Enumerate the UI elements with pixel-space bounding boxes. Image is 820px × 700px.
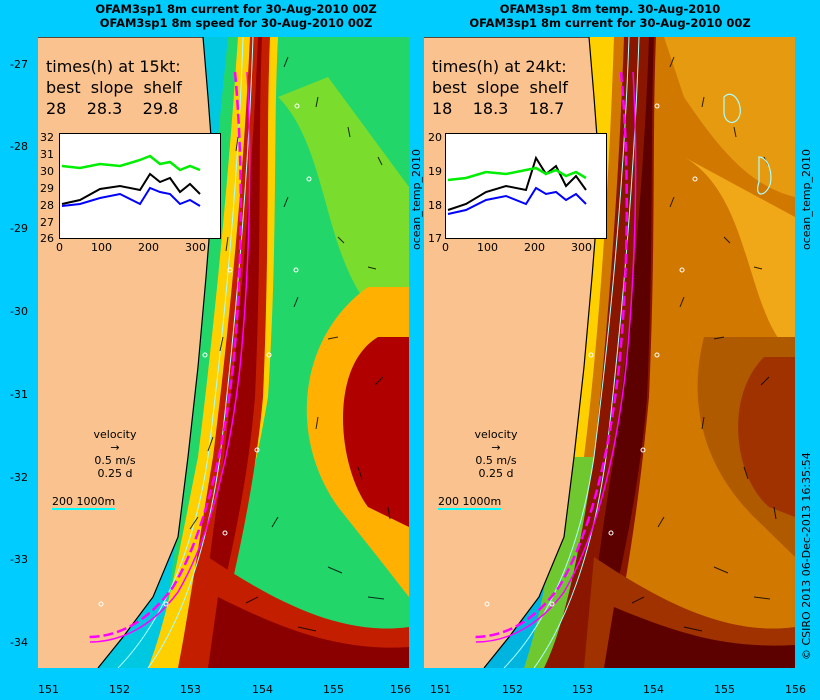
lon-tick: 154 [252, 683, 273, 696]
right-inset-plot [445, 133, 607, 239]
lon-tick: 151 [38, 683, 59, 696]
lon-tick: 156 [390, 683, 411, 696]
left-inset-ytick: 29 [40, 182, 54, 195]
lat-tick: -28 [10, 140, 28, 153]
right-inset-xtick: 300 [571, 241, 592, 254]
lat-tick: -29 [10, 222, 28, 235]
lat-tick: -30 [10, 305, 28, 318]
left-inset-xtick: 200 [138, 241, 159, 254]
temperature-map-panel [424, 37, 795, 668]
right-title: OFAM3sp1 8m temp. 30-Aug-2010 OFAM3sp1 8m… [469, 2, 751, 30]
lon-tick: 152 [502, 683, 523, 696]
lat-tick: -34 [10, 636, 28, 649]
right-velocity-legend: velocity → 0.5 m/s 0.25 d [474, 428, 518, 480]
right-isobath-scale: 200 1000m [438, 495, 502, 510]
lon-tick: 151 [430, 683, 451, 696]
right-inset-ytick: 19 [428, 165, 442, 178]
right-inset-ytick: 20 [428, 131, 442, 144]
left-inset-ytick: 28 [40, 199, 54, 212]
right-inset-xtick: 100 [477, 241, 498, 254]
lat-tick: -27 [10, 58, 28, 71]
left-isobath-scale: 200 1000m [52, 495, 116, 510]
speed-map-panel [38, 37, 409, 668]
lat-tick: -31 [10, 388, 28, 401]
lon-tick: 153 [572, 683, 593, 696]
right-inset-xtick: 200 [524, 241, 545, 254]
lon-tick: 155 [323, 683, 344, 696]
right-inset-ytick: 17 [428, 232, 442, 245]
right-inset-ytick: 18 [428, 199, 442, 212]
left-inset-ytick: 31 [40, 148, 54, 161]
left-inset-ytick: 32 [40, 131, 54, 144]
credit-label: © CSIRO 2013 06-Dec-2013 16:35:54 [800, 452, 813, 660]
lon-tick: 155 [714, 683, 735, 696]
left-title: OFAM3sp1 8m current for 30-Aug-2010 00Z O… [95, 2, 377, 30]
left-inset-xtick: 100 [91, 241, 112, 254]
lat-tick: -33 [10, 553, 28, 566]
left-variable-label: ocean_temp_2010 [410, 148, 423, 250]
left-inset-ytick: 30 [40, 165, 54, 178]
lat-tick: -32 [10, 471, 28, 484]
left-inset-ytick: 26 [40, 232, 54, 245]
right-variable-label: ocean_temp_2010 [800, 148, 813, 250]
left-inset-xtick: 0 [56, 241, 63, 254]
lon-tick: 152 [109, 683, 130, 696]
lon-tick: 156 [785, 683, 806, 696]
left-inset-ytick: 27 [40, 216, 54, 229]
left-inset-plot [59, 133, 221, 239]
left-inset-xtick: 300 [185, 241, 206, 254]
lon-tick: 153 [180, 683, 201, 696]
left-velocity-legend: velocity → 0.5 m/s 0.25 d [93, 428, 137, 480]
right-times-info: times(h) at 24kt: best slope shelf 18 18… [432, 57, 568, 118]
lon-tick: 154 [643, 683, 664, 696]
left-times-info: times(h) at 15kt: best slope shelf 28 28… [46, 57, 182, 118]
right-inset-xtick: 0 [442, 241, 449, 254]
